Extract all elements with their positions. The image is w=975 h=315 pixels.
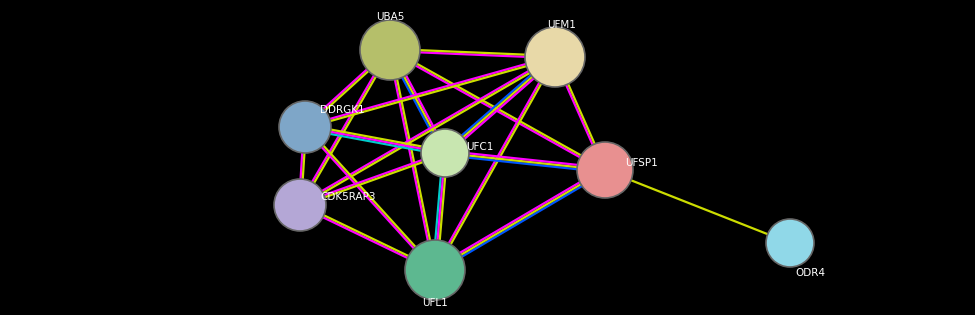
Circle shape <box>577 142 633 198</box>
Text: UFL1: UFL1 <box>422 298 448 308</box>
Text: DDRGK1: DDRGK1 <box>320 105 365 115</box>
Circle shape <box>279 101 331 153</box>
Text: UBA5: UBA5 <box>375 12 405 22</box>
Circle shape <box>421 129 469 177</box>
Text: ODR4: ODR4 <box>795 268 825 278</box>
Text: UFC1: UFC1 <box>466 142 493 152</box>
Text: CDK5RAP3: CDK5RAP3 <box>320 192 375 202</box>
Circle shape <box>360 20 420 80</box>
Circle shape <box>766 219 814 267</box>
Circle shape <box>405 240 465 300</box>
Text: UFM1: UFM1 <box>548 20 576 30</box>
Circle shape <box>274 179 326 231</box>
Text: UFSP1: UFSP1 <box>626 158 658 168</box>
Circle shape <box>525 27 585 87</box>
